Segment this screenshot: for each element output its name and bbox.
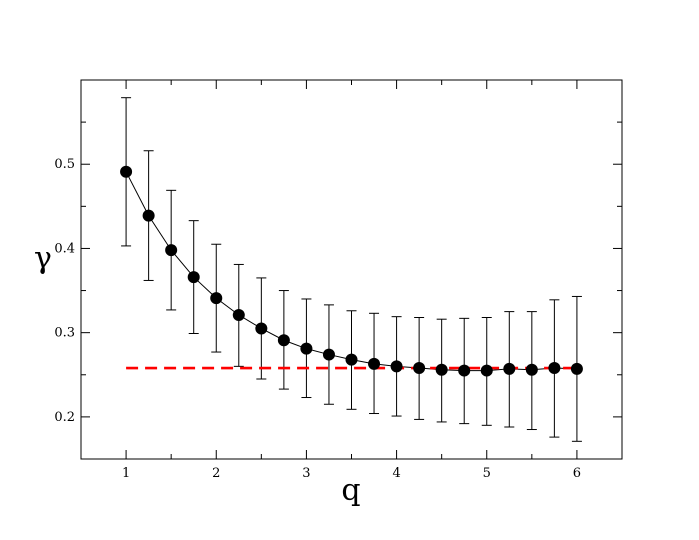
y-tick-label: 0.4: [54, 241, 75, 256]
data-point: [165, 244, 178, 257]
data-point: [570, 362, 583, 375]
data-point: [277, 334, 290, 347]
data-point: [345, 353, 358, 366]
data-point: [390, 360, 403, 373]
data-point: [142, 209, 155, 222]
data-point: [458, 364, 471, 377]
x-tick-label: 5: [483, 466, 491, 481]
data-point: [232, 308, 245, 321]
axis-ticks: [81, 80, 622, 459]
data-point: [322, 348, 335, 361]
y-tick-label: 0.3: [54, 326, 75, 341]
data-point: [210, 292, 223, 305]
data-point: [413, 362, 426, 375]
data-point: [368, 357, 381, 370]
data-point: [525, 363, 538, 376]
data-point: [120, 165, 133, 178]
y-tick-label: 0.2: [54, 410, 75, 425]
data-point: [187, 271, 200, 284]
y-axis-label: γ: [34, 241, 52, 276]
data-point: [480, 364, 493, 377]
x-tick-label: 2: [212, 466, 220, 481]
data-point: [435, 363, 448, 376]
x-tick-label: 1: [122, 466, 130, 481]
x-axis-label: q: [341, 473, 360, 508]
data-markers: [120, 165, 583, 377]
data-point: [300, 342, 313, 355]
tick-labels: 1 2 3 4 5 6 0.2 0.3 0.4 0.5: [54, 157, 581, 481]
data-point: [503, 362, 516, 375]
x-tick-label: 6: [573, 466, 581, 481]
y-tick-label: 0.5: [54, 157, 75, 172]
data-point: [548, 362, 561, 375]
data-point: [255, 322, 268, 335]
x-tick-label: 4: [392, 466, 400, 481]
x-tick-label: 3: [302, 466, 310, 481]
error-bars: [121, 97, 582, 442]
